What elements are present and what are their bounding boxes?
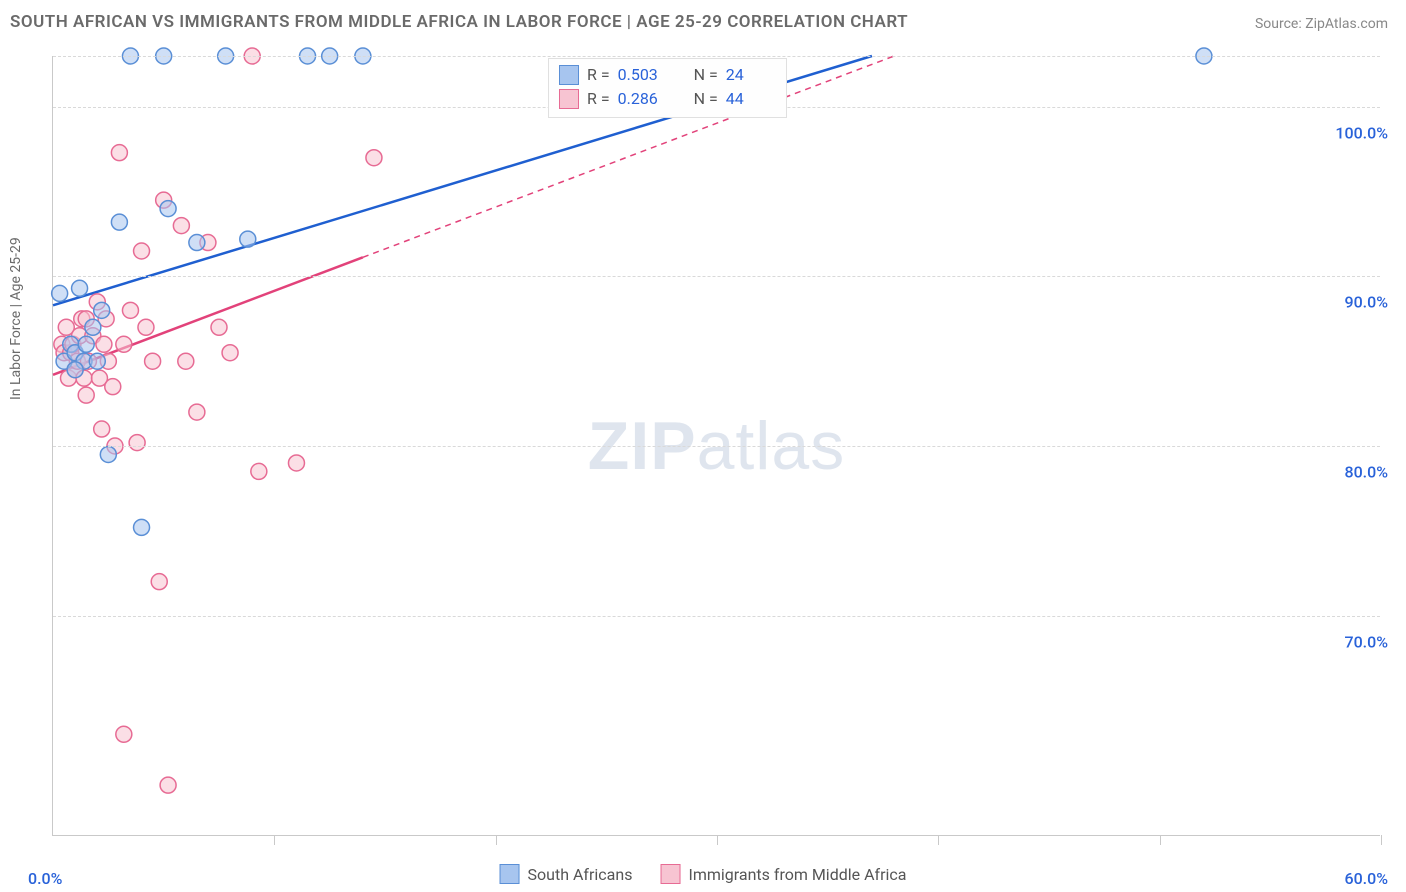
data-point-south_africans [240, 231, 256, 247]
legend-n-value: 24 [726, 63, 776, 87]
y-tick-label: 90.0% [1344, 293, 1388, 312]
legend-bottom-item: South Africans [500, 864, 633, 884]
data-point-immigrants_middle_africa [94, 421, 110, 437]
legend-stat-row: R = 0.503 N = 24 [559, 63, 776, 87]
data-point-south_africans [89, 353, 105, 369]
x-axis-end-label: 60.0% [1344, 869, 1388, 888]
chart-plot-area: ZIPatlas [52, 56, 1380, 836]
data-point-immigrants_middle_africa [116, 336, 132, 352]
data-point-immigrants_middle_africa [173, 218, 189, 234]
data-point-immigrants_middle_africa [222, 345, 238, 361]
data-point-immigrants_middle_africa [116, 726, 132, 742]
data-point-immigrants_middle_africa [145, 353, 161, 369]
gridline-h [53, 446, 1380, 447]
legend-r-value: 0.286 [618, 87, 668, 111]
y-tick-label: 80.0% [1344, 463, 1388, 482]
x-tick [274, 835, 275, 845]
data-point-south_africans [134, 519, 150, 535]
data-point-immigrants_middle_africa [122, 302, 138, 318]
data-point-immigrants_middle_africa [288, 455, 304, 471]
data-point-immigrants_middle_africa [151, 574, 167, 590]
gridline-h [53, 56, 1380, 57]
chart-title: SOUTH AFRICAN VS IMMIGRANTS FROM MIDDLE … [10, 12, 908, 32]
data-point-immigrants_middle_africa [211, 319, 227, 335]
y-axis-label: In Labor Force | Age 25-29 [8, 237, 24, 400]
y-tick-label: 100.0% [1335, 123, 1388, 142]
legend-swatch [500, 864, 520, 884]
y-tick-label: 70.0% [1344, 632, 1388, 651]
x-tick [938, 835, 939, 845]
legend-n-label: N = [694, 87, 718, 111]
data-point-south_africans [100, 446, 116, 462]
legend-r-label: R = [587, 87, 610, 111]
x-tick [1381, 835, 1382, 845]
data-point-immigrants_middle_africa [129, 435, 145, 451]
data-point-south_africans [160, 201, 176, 217]
x-tick [717, 835, 718, 845]
data-point-immigrants_middle_africa [160, 777, 176, 793]
source-attribution: Source: ZipAtlas.com [1255, 16, 1388, 32]
gridline-h [53, 616, 1380, 617]
data-point-immigrants_middle_africa [366, 150, 382, 166]
data-point-south_africans [189, 235, 205, 251]
data-point-south_africans [85, 319, 101, 335]
data-point-south_africans [67, 362, 83, 378]
legend-stat-row: R = 0.286 N = 44 [559, 87, 776, 111]
legend-series-name: Immigrants from Middle Africa [688, 865, 906, 884]
data-point-south_africans [52, 285, 68, 301]
data-point-immigrants_middle_africa [78, 387, 94, 403]
x-tick [1160, 835, 1161, 845]
data-point-south_africans [72, 280, 88, 296]
legend-r-value: 0.503 [618, 63, 668, 87]
legend-r-label: R = [587, 63, 610, 87]
x-axis-origin-label: 0.0% [28, 869, 62, 888]
data-point-immigrants_middle_africa [178, 353, 194, 369]
legend-series-name: South Africans [528, 865, 633, 884]
legend-swatch [559, 65, 579, 85]
data-point-immigrants_middle_africa [189, 404, 205, 420]
data-point-south_africans [111, 214, 127, 230]
data-point-immigrants_middle_africa [111, 145, 127, 161]
data-point-immigrants_middle_africa [134, 243, 150, 259]
legend-swatch [559, 89, 579, 109]
data-point-immigrants_middle_africa [251, 463, 267, 479]
legend-swatch [660, 864, 680, 884]
legend-n-value: 44 [726, 87, 776, 111]
legend-bottom: South Africans Immigrants from Middle Afr… [500, 864, 907, 884]
gridline-h [53, 276, 1380, 277]
data-point-immigrants_middle_africa [96, 336, 112, 352]
legend-stats-box: R = 0.503 N = 24 R = 0.286 N = 44 [548, 58, 787, 118]
x-tick [496, 835, 497, 845]
legend-n-label: N = [694, 63, 718, 87]
legend-bottom-item: Immigrants from Middle Africa [660, 864, 906, 884]
data-point-south_africans [78, 336, 94, 352]
data-point-immigrants_middle_africa [138, 319, 154, 335]
data-point-immigrants_middle_africa [105, 379, 121, 395]
data-point-south_africans [94, 302, 110, 318]
